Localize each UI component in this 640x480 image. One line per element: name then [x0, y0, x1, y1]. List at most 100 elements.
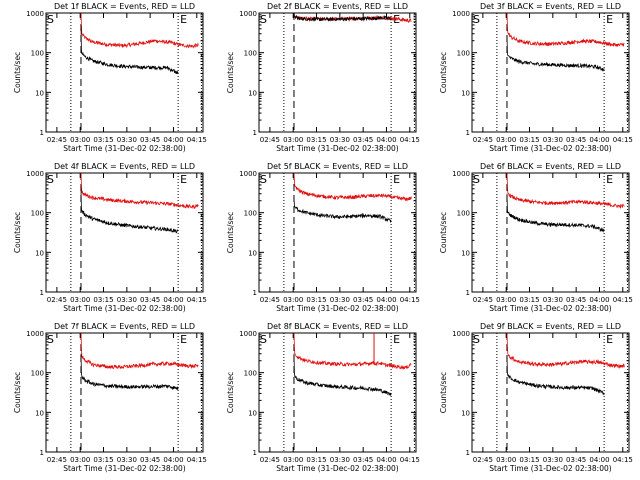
events-series-line — [80, 24, 179, 75]
lld-series-line — [80, 332, 199, 370]
x-tick-label: 03:30 — [330, 136, 350, 144]
y-tick-label: 1 — [466, 129, 470, 137]
panel-title: Det 6f BLACK = Events, RED = LLD — [480, 162, 621, 171]
lld-series-line — [80, 12, 199, 49]
events-series-line — [506, 36, 605, 72]
y-tick-label: 1 — [40, 289, 44, 297]
x-tick-label: 03:00 — [496, 296, 516, 304]
y-tick-label: 1000 — [26, 330, 44, 338]
x-tick-label: 02:45 — [473, 456, 493, 464]
plot-frame — [471, 332, 630, 453]
y-tick-label: 100 — [457, 210, 470, 218]
x-tick-label: 02:45 — [47, 136, 67, 144]
y-tick-label: 100 — [244, 370, 257, 378]
x-tick-label: 03:15 — [93, 136, 113, 144]
x-tick-label: 03:30 — [330, 456, 350, 464]
x-tick-label: 03:45 — [353, 296, 373, 304]
events-series-line — [80, 188, 179, 234]
y-tick-label: 10 — [248, 89, 257, 97]
start-marker: S — [47, 333, 54, 346]
x-axis-label: Start Time (31-Dec-02 02:38:00) — [489, 144, 611, 153]
x-tick-label: 03:15 — [306, 296, 326, 304]
lld-series-line — [506, 332, 625, 369]
y-tick-label: 1000 — [239, 170, 257, 178]
x-tick-label: 03:15 — [306, 456, 326, 464]
y-tick-label: 10 — [35, 249, 44, 257]
y-tick-label: 1000 — [452, 170, 470, 178]
y-tick-label: 10 — [35, 89, 44, 97]
y-axis-label: Counts/sec — [13, 52, 22, 93]
x-tick-label: 03:45 — [140, 136, 160, 144]
y-tick-label: 1 — [40, 449, 44, 457]
x-tick-label: 04:15 — [187, 136, 207, 144]
y-tick-label: 1000 — [239, 330, 257, 338]
x-tick-label: 03:15 — [519, 456, 539, 464]
events-series-line — [293, 12, 392, 22]
x-tick-label: 02:45 — [260, 136, 280, 144]
y-tick-label: 1000 — [26, 10, 44, 18]
x-tick-label: 04:00 — [376, 456, 396, 464]
x-tick-label: 04:00 — [589, 456, 609, 464]
x-axis-label: Start Time (31-Dec-02 02:38:00) — [63, 464, 185, 473]
x-tick-label: 03:30 — [117, 296, 137, 304]
lld-series-line — [80, 172, 199, 210]
plot-frame — [258, 332, 417, 453]
end-marker: E — [180, 13, 187, 26]
x-tick-label: 03:00 — [283, 456, 303, 464]
x-tick-label: 04:00 — [589, 296, 609, 304]
x-tick-label: 03:45 — [566, 456, 586, 464]
x-tick-label: 03:30 — [543, 296, 563, 304]
x-tick-label: 04:00 — [163, 136, 183, 144]
x-tick-label: 03:00 — [70, 296, 90, 304]
y-tick-label: 10 — [461, 409, 470, 417]
x-tick-label: 03:30 — [543, 136, 563, 144]
x-tick-label: 03:30 — [543, 456, 563, 464]
x-tick-label: 04:15 — [187, 296, 207, 304]
start-marker: S — [473, 333, 480, 346]
y-tick-label: 100 — [457, 370, 470, 378]
lld-series-line — [506, 12, 625, 48]
y-axis-label: Counts/sec — [226, 372, 235, 413]
y-tick-label: 1000 — [26, 170, 44, 178]
start-marker: S — [473, 13, 480, 26]
x-tick-label: 03:30 — [117, 136, 137, 144]
x-tick-label: 03:45 — [140, 456, 160, 464]
x-tick-label: 04:15 — [400, 456, 420, 464]
panel-title: Det 2f BLACK = Events, RED = LLD — [267, 2, 408, 11]
plot-frame — [45, 172, 204, 293]
y-tick-label: 1000 — [452, 330, 470, 338]
x-tick-label: 04:15 — [613, 456, 633, 464]
events-series-line — [293, 353, 392, 396]
start-marker: S — [260, 333, 267, 346]
events-series-line — [80, 353, 179, 391]
y-tick-label: 100 — [244, 50, 257, 58]
plot-frame — [258, 172, 417, 293]
y-tick-label: 100 — [31, 50, 44, 58]
y-tick-label: 1 — [466, 449, 470, 457]
x-axis-label: Start Time (31-Dec-02 02:38:00) — [276, 304, 398, 313]
panel-title: Det 1f BLACK = Events, RED = LLD — [54, 2, 195, 11]
x-axis-label: Start Time (31-Dec-02 02:38:00) — [489, 464, 611, 473]
x-axis-label: Start Time (31-Dec-02 02:38:00) — [63, 304, 185, 313]
end-marker: E — [180, 333, 187, 346]
x-tick-label: 03:30 — [330, 296, 350, 304]
plot-frame — [45, 12, 204, 133]
events-series-line — [293, 199, 392, 224]
x-tick-label: 03:45 — [353, 136, 373, 144]
x-tick-label: 04:00 — [376, 296, 396, 304]
y-tick-label: 10 — [461, 89, 470, 97]
x-tick-label: 04:15 — [613, 136, 633, 144]
x-tick-label: 04:00 — [163, 456, 183, 464]
start-marker: S — [47, 13, 54, 26]
y-axis-label: Counts/sec — [226, 212, 235, 253]
lld-series-line — [293, 172, 412, 202]
plot-frame — [258, 12, 417, 133]
y-tick-label: 1 — [253, 289, 257, 297]
panel-title: Det 3f BLACK = Events, RED = LLD — [480, 2, 621, 11]
start-marker: S — [260, 13, 267, 26]
x-tick-label: 04:15 — [613, 296, 633, 304]
